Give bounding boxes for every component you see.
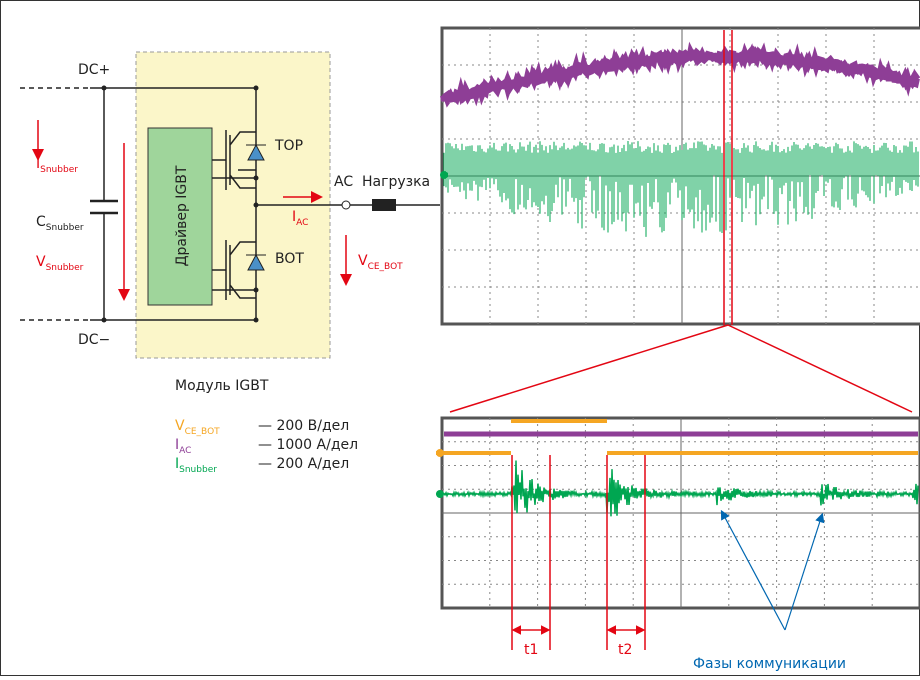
legend-scale: — 1000 А/дел	[258, 437, 358, 453]
bottom-scope	[436, 418, 920, 608]
figure: Драйвер IGBT DC+ DC− TOP BOT AC Нагрузка…	[0, 0, 920, 676]
driver-label: Драйвер IGBT	[174, 165, 190, 266]
bot-label: BOT	[275, 251, 304, 267]
phases-label: Фазы коммуникации	[693, 656, 846, 672]
sub: CE_BOT	[368, 262, 404, 272]
sub: Snubber	[40, 165, 78, 175]
main: V	[36, 254, 46, 270]
module-label: Модуль IGBT	[175, 378, 269, 394]
t2-label: t2	[618, 642, 632, 658]
marker	[440, 171, 448, 179]
dc-minus: DC−	[78, 332, 110, 348]
sub: Snubber	[46, 263, 84, 273]
top-scope	[440, 28, 920, 324]
sub: AC	[179, 446, 191, 456]
ac-terminal	[342, 201, 350, 209]
marker	[436, 449, 444, 457]
sub: CE_BOT	[185, 427, 221, 437]
load	[372, 199, 396, 211]
sub: Snubber	[46, 223, 84, 233]
main: C	[36, 214, 46, 230]
legend-scale: — 200 В/дел	[258, 418, 349, 434]
main: V	[358, 253, 368, 269]
legend-scale: — 200 А/дел	[258, 456, 349, 472]
marker	[436, 490, 444, 498]
sub: AC	[296, 218, 308, 228]
t1-label: t1	[524, 642, 538, 658]
sub: Snubber	[179, 465, 217, 475]
top-label: TOP	[274, 138, 303, 154]
load-label: Нагрузка	[362, 174, 430, 190]
main: V	[175, 418, 185, 434]
dc-plus: DC+	[78, 62, 110, 78]
ac-label: AC	[334, 174, 353, 190]
